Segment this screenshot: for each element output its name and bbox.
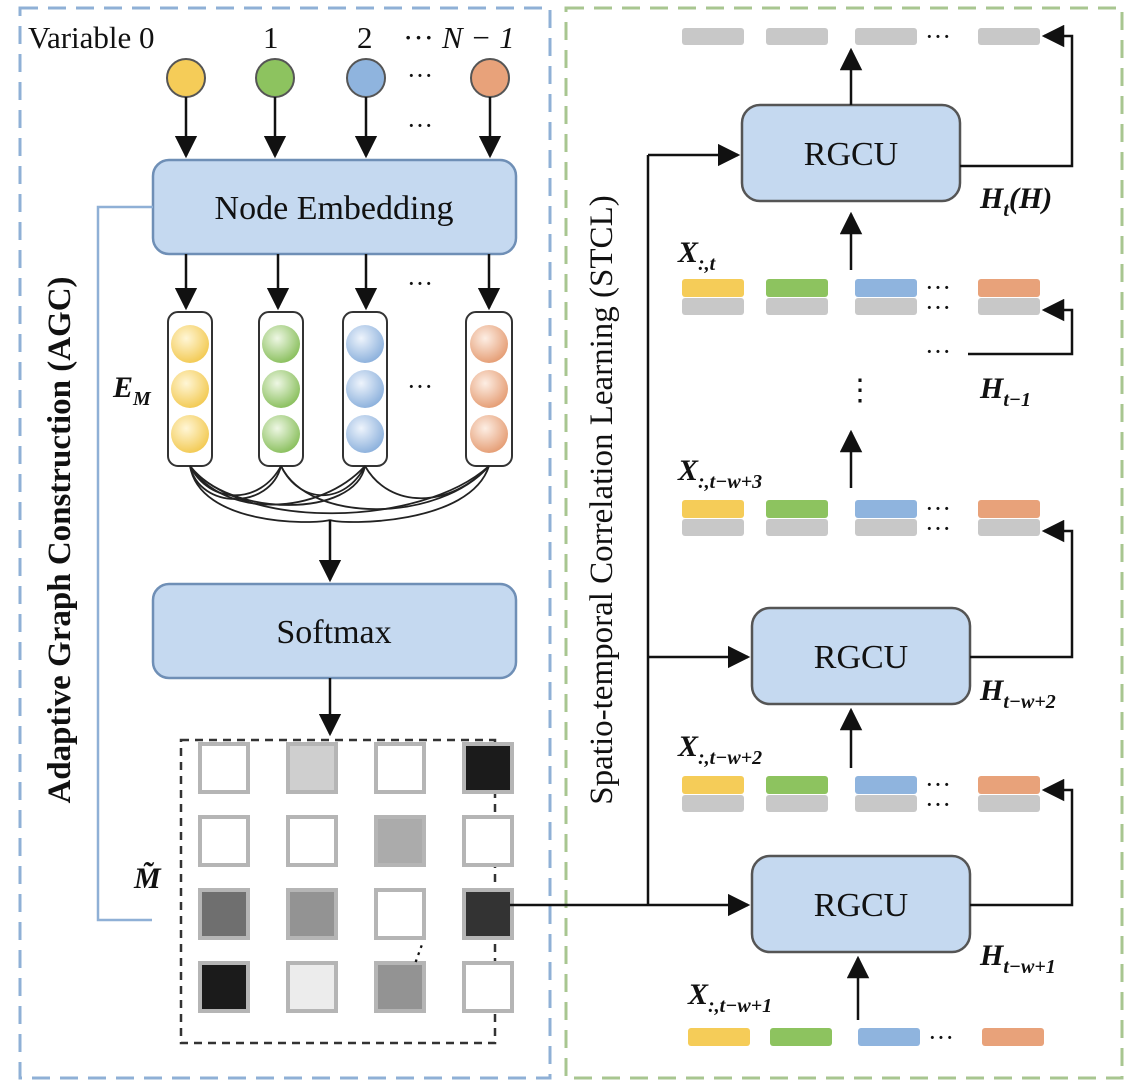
- matrix-cell: [374, 815, 426, 867]
- matrix-cell: [286, 888, 338, 940]
- x-tw1-label: X:,t−w+1: [687, 978, 772, 1017]
- matrix-cell: [462, 742, 514, 794]
- embedding-column-0: [167, 311, 213, 467]
- variable-node-0: [166, 58, 206, 98]
- h-t1-dots: ···: [925, 337, 951, 366]
- variable-0-label: Variable 0: [28, 20, 155, 55]
- h-t1-feedback-arrow: [968, 298, 1074, 356]
- x-tw3-row: [682, 500, 1040, 536]
- x-tw2-row: [682, 776, 1040, 812]
- x-t-row-dots-2: ···: [925, 293, 951, 322]
- adjacency-matrix-cells: [198, 742, 514, 1013]
- agc-section-label: Adaptive Graph Construction (AGC): [42, 276, 78, 803]
- matrix-cell: [198, 742, 250, 794]
- stcl-frame: [564, 6, 1124, 1080]
- rgcu-mid-label: RGCU: [814, 639, 908, 676]
- matrix-cell: [462, 961, 514, 1013]
- variable-node-1: [255, 58, 295, 98]
- x-tw3-row-dots-2: ···: [925, 514, 951, 543]
- variable-last-label: N − 1: [441, 20, 515, 55]
- x-tw1-row: [688, 1028, 1044, 1046]
- h-tw2-feedback-arrow: [970, 519, 1074, 659]
- matrix-cell: [198, 961, 250, 1013]
- x-t-row: [682, 279, 1040, 315]
- ht-feedback-arrow: [960, 24, 1074, 168]
- matrix-cell: [286, 742, 338, 794]
- h-tw2-label: Ht−w+2: [979, 674, 1056, 713]
- rgcu-top-label: RGCU: [804, 136, 898, 173]
- embedding-column-last: [465, 311, 513, 467]
- matrix-cell: [462, 815, 514, 867]
- h-tw1-feedback-arrow: [970, 778, 1074, 907]
- matrix-symbol: M̃: [133, 862, 162, 895]
- embedding-column-1: [258, 311, 304, 467]
- softmax-label: Softmax: [276, 614, 391, 651]
- matrix-cell: [374, 888, 426, 940]
- matrix-cell: [198, 815, 250, 867]
- rgcu-bottom-label: RGCU: [814, 887, 908, 924]
- variable-arrow-dots: ···: [407, 111, 433, 140]
- softmax-box: [151, 582, 518, 680]
- x-tw2-label: X:,t−w+2: [677, 730, 762, 769]
- embedding-arrow-dots: ···: [407, 269, 433, 298]
- agc-bracket: [96, 205, 153, 922]
- variable-2-label: 2: [357, 20, 373, 55]
- embedding-symbol: EM: [112, 371, 152, 410]
- h-t-label: Ht(H): [979, 182, 1052, 221]
- output-row: [682, 28, 1040, 45]
- vertical-dots: ⋮: [845, 374, 875, 407]
- embedding-column-dots: ···: [407, 372, 433, 401]
- x-tw1-row-dots: ···: [928, 1023, 954, 1052]
- matrix-cell: [462, 888, 514, 940]
- x-tw3-label: X:,t−w+3: [677, 454, 762, 493]
- matrix-cell: [286, 961, 338, 1013]
- embedding-connection-curves: [189, 465, 490, 523]
- matrix-cell: [286, 815, 338, 867]
- variable-node-dots: ···: [407, 61, 433, 90]
- x-tw2-row-dots-2: ···: [925, 790, 951, 819]
- h-tw1-label: Ht−w+1: [979, 939, 1056, 978]
- x-t-row-dots-1: ···: [925, 273, 951, 302]
- variable-1-label: 1: [263, 20, 279, 55]
- embedding-column-2: [342, 311, 388, 467]
- stcl-section-label: Spatio-temporal Correlation Learning (ST…: [584, 195, 620, 804]
- variable-node-last: [470, 58, 510, 98]
- x-tw2-row-dots-1: ···: [925, 770, 951, 799]
- matrix-cell: [198, 888, 250, 940]
- matrix-cell: [374, 961, 426, 1013]
- agc-frame: [18, 6, 552, 1080]
- x-t-label: X:,t: [677, 236, 717, 275]
- variable-last-dots: ···: [403, 20, 434, 55]
- variable-node-2: [346, 58, 386, 98]
- node-embedding-label: Node Embedding: [215, 190, 454, 227]
- x-tw3-row-dots-1: ···: [925, 494, 951, 523]
- h-t1-label: Ht−1: [979, 372, 1031, 411]
- output-row-dots: ···: [925, 22, 951, 51]
- matrix-cell: [374, 742, 426, 794]
